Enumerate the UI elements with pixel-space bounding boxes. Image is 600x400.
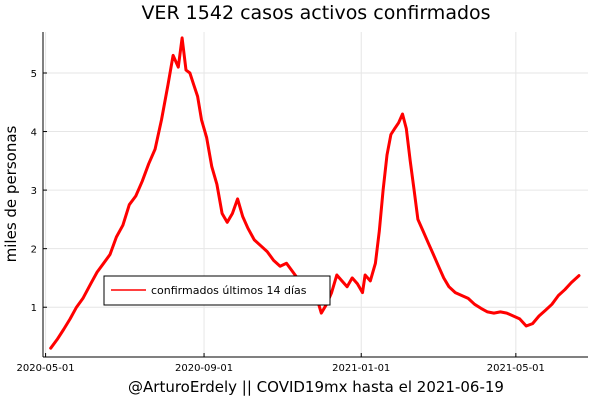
grid-lines <box>43 32 588 357</box>
legend: confirmados últimos 14 días <box>103 275 331 306</box>
y-tick-label: 3 <box>31 186 37 197</box>
x-tick-label: 2020-09-01 <box>175 363 233 374</box>
series-group <box>49 36 581 350</box>
y-axis-ticks: 1 2 3 4 5 <box>31 69 47 314</box>
y-tick-label: 4 <box>31 128 37 139</box>
x-tick-label: 2020-05-01 <box>17 363 75 374</box>
x-axis-label: @ArturoErdely || COVID19mx hasta el 2021… <box>128 378 504 396</box>
y-axis-label: miles de personas <box>2 125 20 262</box>
series-line <box>49 36 581 350</box>
legend-label: confirmados últimos 14 días <box>151 284 307 297</box>
x-tick-label: 2021-01-01 <box>332 363 390 374</box>
x-tick-label: 2021-05-01 <box>487 363 545 374</box>
y-tick-label: 1 <box>31 303 37 314</box>
chart-title: VER 1542 casos activos confirmados <box>141 2 490 24</box>
y-tick-label: 5 <box>31 69 37 80</box>
x-axis-ticks: 2020-05-01 2020-09-01 2021-01-01 2021-05-01 <box>17 353 545 374</box>
y-tick-label: 2 <box>31 245 37 256</box>
